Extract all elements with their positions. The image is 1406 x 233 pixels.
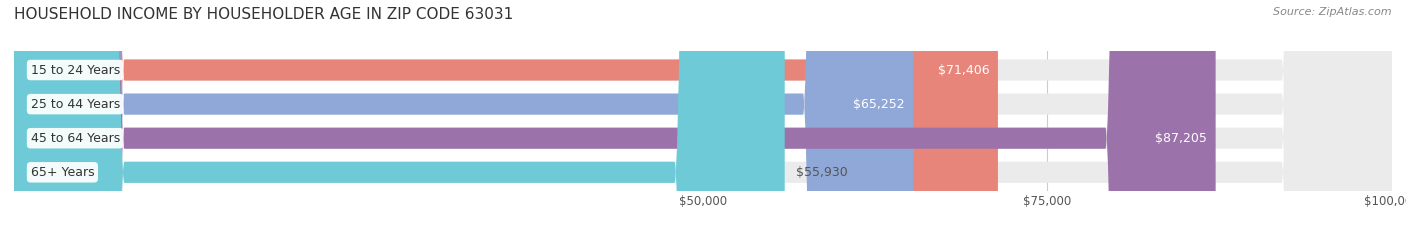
FancyBboxPatch shape: [14, 0, 998, 233]
Text: 15 to 24 Years: 15 to 24 Years: [31, 64, 120, 76]
Text: $55,930: $55,930: [796, 166, 848, 179]
Text: 65+ Years: 65+ Years: [31, 166, 94, 179]
Text: $71,406: $71,406: [938, 64, 990, 76]
FancyBboxPatch shape: [14, 0, 785, 233]
Text: $87,205: $87,205: [1156, 132, 1208, 145]
FancyBboxPatch shape: [14, 0, 1216, 233]
FancyBboxPatch shape: [14, 0, 1392, 233]
Text: 25 to 44 Years: 25 to 44 Years: [31, 98, 120, 111]
FancyBboxPatch shape: [14, 0, 912, 233]
Text: 45 to 64 Years: 45 to 64 Years: [31, 132, 120, 145]
FancyBboxPatch shape: [14, 0, 1392, 233]
Text: $65,252: $65,252: [853, 98, 905, 111]
Text: Source: ZipAtlas.com: Source: ZipAtlas.com: [1274, 7, 1392, 17]
FancyBboxPatch shape: [14, 0, 1392, 233]
FancyBboxPatch shape: [14, 0, 1392, 233]
Text: HOUSEHOLD INCOME BY HOUSEHOLDER AGE IN ZIP CODE 63031: HOUSEHOLD INCOME BY HOUSEHOLDER AGE IN Z…: [14, 7, 513, 22]
